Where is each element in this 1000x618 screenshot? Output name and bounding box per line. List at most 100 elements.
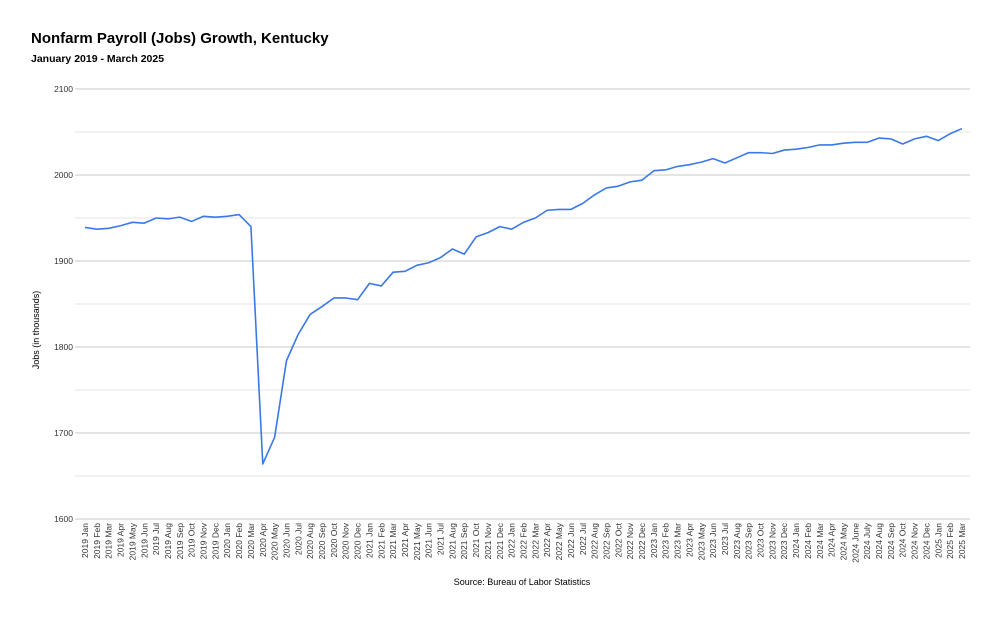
x-tick-label: 2021 Feb: [376, 523, 386, 559]
x-tick-label: 2020 May: [270, 522, 280, 560]
x-tick-label: 2020 Dec: [353, 522, 363, 559]
x-tick-label: 2025 Feb: [945, 523, 955, 559]
data-point: [665, 169, 667, 171]
data-point: [439, 256, 441, 258]
x-tick-label: 2022 May: [554, 522, 564, 560]
data-point: [96, 228, 98, 230]
x-tick-label: 2024 Dec: [921, 522, 931, 559]
x-tick-label: 2019 Jun: [139, 523, 149, 558]
data-point: [961, 127, 963, 129]
x-tick-label: 2024 Apr: [827, 523, 837, 557]
x-tick-label: 2022 Oct: [613, 522, 623, 557]
x-tick-label: 2020 Jul: [293, 523, 303, 555]
x-tick-label: 2021 Jan: [364, 523, 374, 558]
x-tick-label: 2025 Mar: [957, 523, 967, 559]
data-point: [878, 137, 880, 139]
data-point: [534, 217, 536, 219]
x-tick-label: 2020 Feb: [234, 523, 244, 559]
data-point: [510, 228, 512, 230]
x-tick-label: 2021 May: [412, 522, 422, 560]
data-point: [819, 144, 821, 146]
x-tick-label: 2022 Jan: [507, 523, 517, 558]
x-tick-label: 2024 May: [838, 522, 848, 560]
data-point: [273, 436, 275, 438]
x-tick-label: 2024 July: [862, 522, 872, 559]
data-point: [605, 187, 607, 189]
data-point: [345, 297, 347, 299]
x-tick-label: 2020 Mar: [246, 523, 256, 559]
y-tick-label: 1600: [54, 514, 73, 524]
x-tick-label: 2023 Jan: [649, 523, 659, 558]
data-point: [629, 181, 631, 183]
data-point: [404, 270, 406, 272]
x-tick-label: 2020 Nov: [341, 522, 351, 559]
x-tick-label: 2022 Sep: [601, 523, 611, 560]
x-tick-label: 2021 Dec: [495, 522, 505, 559]
x-tick-label: 2020 Aug: [305, 523, 315, 559]
data-point: [593, 194, 595, 196]
y-tick-label: 1900: [54, 256, 73, 266]
x-tick-label: 2023 Jul: [720, 523, 730, 555]
x-tick-label: 2021 Sep: [459, 523, 469, 560]
data-point: [309, 313, 311, 315]
data-point: [321, 305, 323, 307]
data-point: [676, 165, 678, 167]
x-tick-label: 2019 Aug: [163, 523, 173, 559]
x-tick-label: 2023 May: [696, 522, 706, 560]
x-tick-label: 2022 Mar: [530, 523, 540, 559]
data-point: [712, 157, 714, 159]
data-point: [368, 282, 370, 284]
x-tick-label: 2023 Aug: [732, 523, 742, 559]
data-point: [522, 221, 524, 223]
data-point: [108, 227, 110, 229]
data-point: [913, 138, 915, 140]
data-point: [949, 133, 951, 135]
data-point: [392, 271, 394, 273]
x-tick-label: 2020 Jan: [222, 523, 232, 558]
data-point: [119, 225, 121, 227]
data-point: [795, 148, 797, 150]
data-point: [380, 285, 382, 287]
data-point: [416, 264, 418, 266]
x-tick-label: 2019 Sep: [175, 523, 185, 560]
data-point: [155, 217, 157, 219]
data-point: [250, 225, 252, 227]
x-tick-label: 2025 Jan: [933, 523, 943, 558]
x-tick-label: 2022 Nov: [625, 522, 635, 559]
data-point: [285, 360, 287, 362]
x-tick-label: 2021 Oct: [471, 522, 481, 557]
y-tick-label: 1800: [54, 342, 73, 352]
x-tick-label: 2024 Feb: [803, 523, 813, 559]
data-point: [830, 144, 832, 146]
x-tick-label: 2020 Oct: [329, 522, 339, 557]
data-point: [499, 225, 501, 227]
data-point: [463, 253, 465, 255]
x-tick-label: 2019 Apr: [116, 523, 126, 557]
x-tick-label: 2024 Sep: [886, 523, 896, 560]
data-point: [475, 236, 477, 238]
x-tick-label: 2020 Apr: [258, 523, 268, 557]
data-point: [333, 297, 335, 299]
x-tick-label: 2019 Dec: [210, 522, 220, 559]
x-tick-label: 2024 June: [850, 523, 860, 563]
x-tick-label: 2022 Apr: [542, 523, 552, 557]
x-tick-label: 2019 Feb: [92, 523, 102, 559]
data-point: [214, 216, 216, 218]
data-point: [143, 222, 145, 224]
data-point: [427, 262, 429, 264]
data-point: [570, 208, 572, 210]
data-point: [902, 143, 904, 145]
data-point: [167, 218, 169, 220]
data-point: [356, 299, 358, 301]
data-point: [179, 216, 181, 218]
x-tick-label: 2019 May: [127, 522, 137, 560]
x-tick-label: 2023 Feb: [661, 523, 671, 559]
x-tick-label: 2022 Jun: [566, 523, 576, 558]
data-point: [487, 231, 489, 233]
source-note: Source: Bureau of Labor Statistics: [453, 577, 591, 587]
data-point: [653, 170, 655, 172]
x-tick-label: 2024 Nov: [910, 522, 920, 559]
x-tick-label: 2019 Jan: [80, 523, 90, 558]
data-point: [688, 163, 690, 165]
